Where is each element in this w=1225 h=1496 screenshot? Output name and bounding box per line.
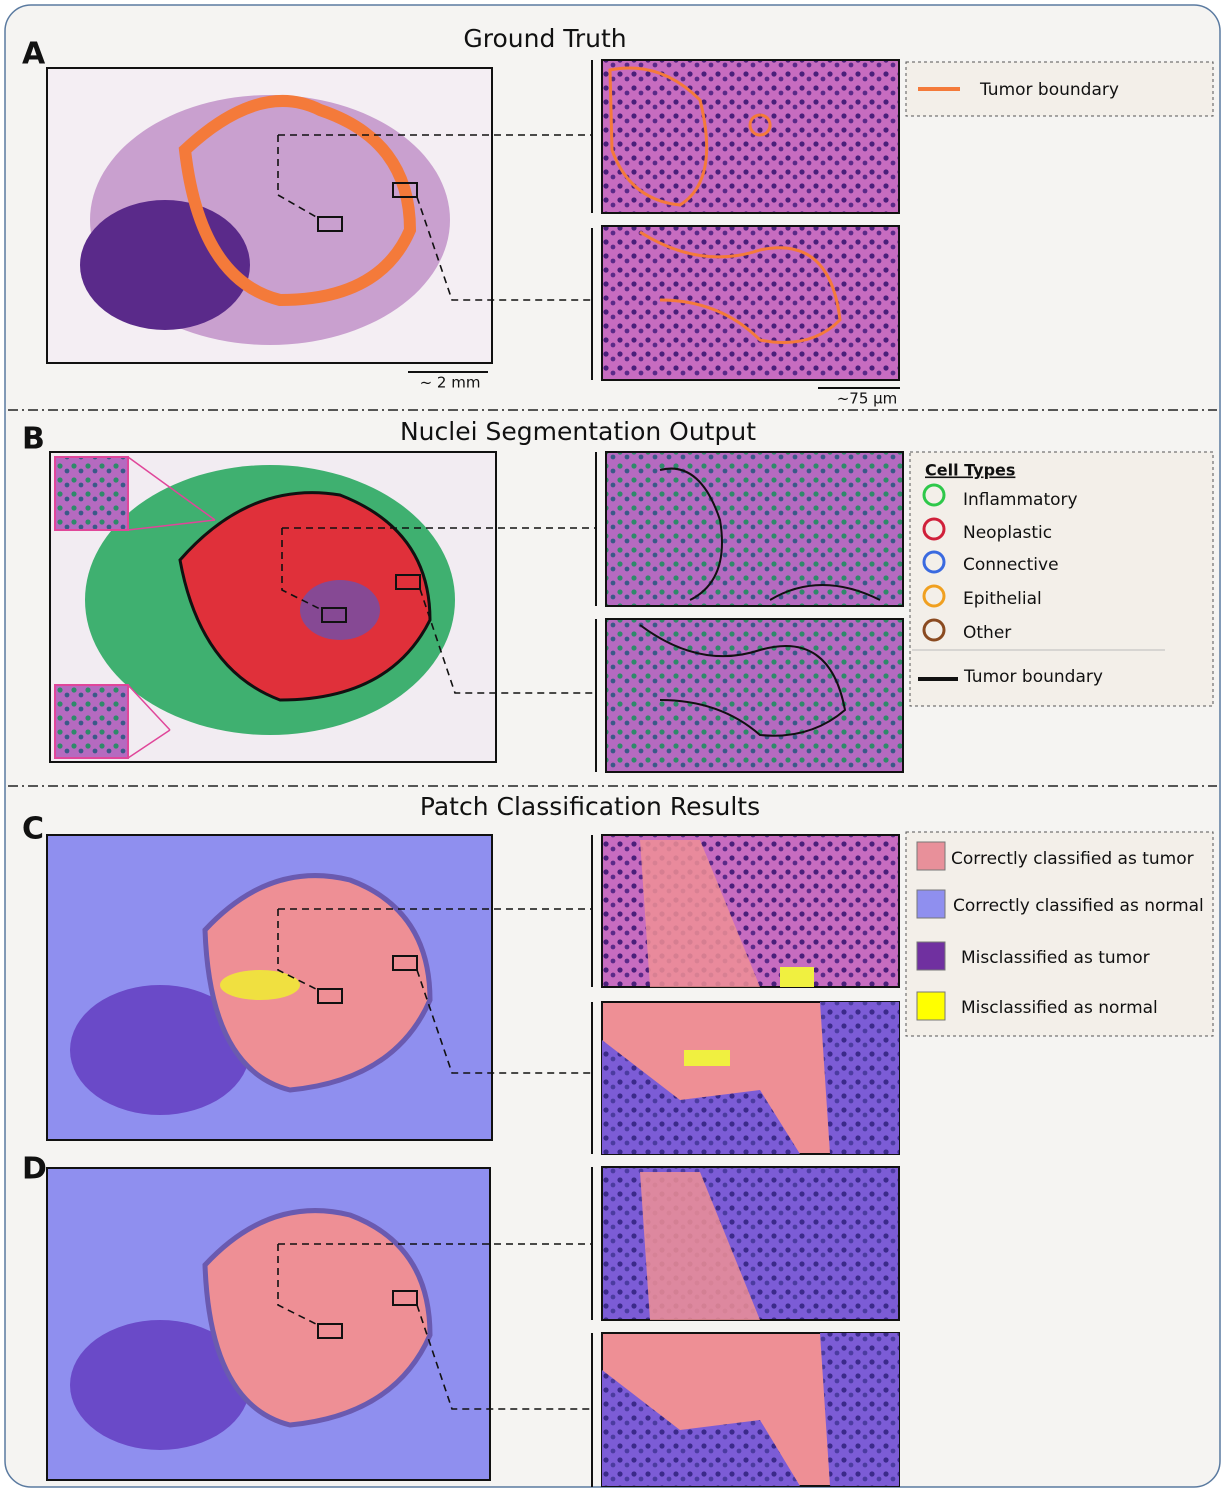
legend-label: Other — [963, 623, 1011, 643]
panel-label: A — [22, 37, 46, 72]
patch — [780, 967, 814, 987]
scale-bar-label: ~ 2 mm — [420, 374, 481, 392]
legend-label: Correctly classified as normal — [953, 896, 1204, 916]
legend-title: Cell Types — [925, 461, 1015, 480]
legend-label: Tumor boundary — [979, 80, 1119, 100]
zoom-image — [602, 60, 899, 213]
zoom-image — [606, 452, 903, 606]
legend-label: Connective — [963, 555, 1059, 575]
legend-label: Tumor boundary — [963, 667, 1103, 687]
panel-title: Nuclei Segmentation Output — [400, 417, 756, 446]
legend-label: Neoplastic — [963, 523, 1052, 543]
panel-title: Ground Truth — [463, 24, 626, 53]
misclassified-region — [220, 970, 300, 1000]
legend-label: Epithelial — [963, 589, 1042, 609]
legend-label: Correctly classified as tumor — [951, 849, 1194, 869]
tissue — [300, 580, 380, 640]
panel-label: C — [22, 812, 44, 847]
legend-label: Misclassified as tumor — [961, 948, 1150, 968]
inset — [55, 457, 128, 530]
zoom-image — [606, 619, 903, 772]
legend-swatch — [917, 942, 945, 970]
legend-label: Inflammatory — [963, 490, 1078, 510]
figure: A Ground Truth ~ 2 mm ~75 µm Tumor bound… — [0, 0, 1225, 1492]
zoom-image — [602, 226, 899, 380]
panel-label: B — [22, 422, 45, 457]
inset — [55, 685, 128, 758]
legend-label: Misclassified as normal — [961, 998, 1158, 1018]
legend-swatch — [917, 842, 945, 870]
patch — [684, 1050, 730, 1066]
panel-d: D — [22, 1152, 899, 1488]
legend-swatch — [917, 890, 945, 918]
panel-label: D — [22, 1152, 47, 1187]
panel-title: Patch Classification Results — [420, 792, 760, 821]
scale-bar-label: ~75 µm — [837, 390, 898, 408]
legend-swatch — [917, 992, 945, 1020]
